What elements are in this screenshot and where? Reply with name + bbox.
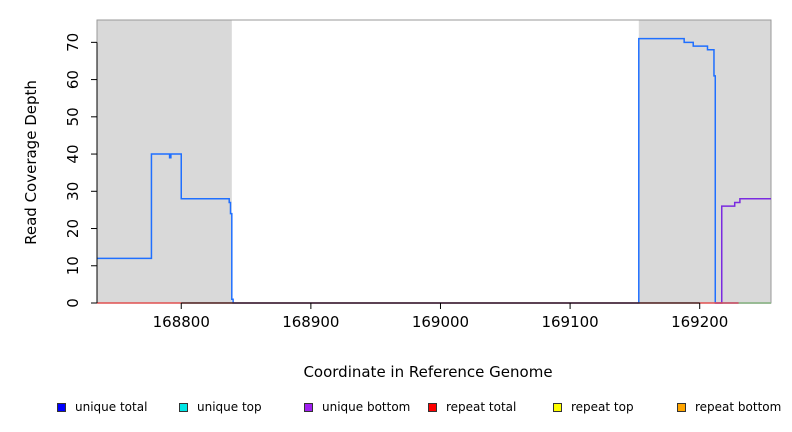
y-tick-label: 10 [64,256,82,275]
legend-item-repeat-bottom: repeat bottom [677,400,781,414]
shaded-regions [97,20,771,303]
y-tick-label: 0 [64,298,82,308]
y-tick-label: 40 [64,145,82,164]
legend-item-repeat-top: repeat top [553,400,634,414]
y-tick-label: 60 [64,70,82,89]
y-tick-label: 50 [64,107,82,126]
x-tick-label: 169100 [541,313,598,331]
x-axis: 168800 168900 169000 169100 169200 [153,302,728,331]
legend-label: repeat top [571,400,634,414]
x-tick-label: 169200 [671,313,728,331]
legend-label: repeat bottom [695,400,782,414]
legend-item-repeat-total: repeat total [428,400,516,414]
y-tick-label: 30 [64,182,82,201]
legend-label: unique total [75,400,148,414]
legend-label: repeat total [446,400,517,414]
legend-swatch [57,402,66,412]
legend-swatch [553,402,562,412]
legend-item-unique-total: unique total [57,400,147,414]
shaded-region-1 [638,20,771,303]
shaded-region-0 [97,20,232,303]
y-axis: 0 10 20 30 40 50 60 70 [64,33,98,308]
x-tick-label: 168900 [282,313,339,331]
y-axis-label: Read Coverage Depth [22,80,40,245]
x-tick-label: 169000 [412,313,469,331]
series-line-unique-bottom [715,197,771,304]
legend-swatch [304,402,313,412]
legend-label: unique bottom [322,400,411,414]
legend: unique total unique top unique bottom repea… [0,398,792,418]
legend-item-unique-top: unique top [179,400,262,414]
y-tick-label: 70 [64,33,82,52]
x-tick-label: 168800 [153,313,210,331]
legend-item-unique-bottom: unique bottom [304,400,410,414]
series-line-unique-total [97,37,771,304]
legend-swatch [428,402,437,412]
legend-label: unique top [197,400,262,414]
legend-swatch [677,402,686,412]
y-tick-label: 20 [64,219,82,238]
x-axis-label: Coordinate in Reference Genome [303,363,552,381]
legend-swatch [179,402,188,412]
